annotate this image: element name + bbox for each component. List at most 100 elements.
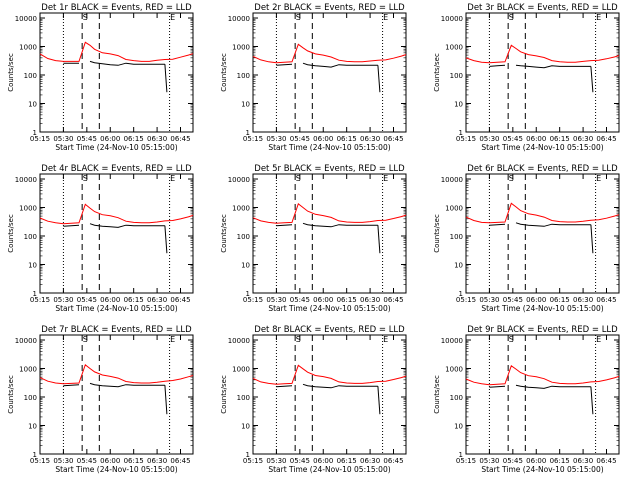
plot-frame xyxy=(465,173,620,294)
y-tick-label: 10 xyxy=(241,101,250,109)
y-tick-label: 100 xyxy=(450,394,463,402)
y-tick-label: 10 xyxy=(241,423,250,431)
y-tick-label: 100 xyxy=(450,72,463,80)
y-tick-label: 10000 xyxy=(228,176,250,184)
y-tick-label: 1000 xyxy=(19,366,37,374)
y-tick-label: 10000 xyxy=(228,15,250,23)
x-tick-label: 06:15 xyxy=(124,296,144,304)
x-tick-label: 06:45 xyxy=(383,457,403,465)
x-tick-label: 05:15 xyxy=(243,457,263,465)
x-tick-label: 06:15 xyxy=(337,296,357,304)
plot-frame xyxy=(465,334,620,455)
panel-det-6: Det 6r BLACK = Events, RED = LLD 1 10 100 10… xyxy=(433,164,620,313)
events-dropoff xyxy=(590,386,594,415)
y-axis-label: Counts/sec xyxy=(7,214,15,253)
plot-frame xyxy=(465,12,620,133)
lld-series-line xyxy=(252,43,407,64)
events-series-line xyxy=(489,64,591,69)
y-tick-label: 1000 xyxy=(232,366,250,374)
x-tick-label: 05:45 xyxy=(503,296,523,304)
x-tick-label: 06:30 xyxy=(360,457,380,465)
y-tick-label: 1000 xyxy=(232,44,250,52)
x-tick-label: 05:45 xyxy=(503,135,523,143)
x-tick-label: 05:30 xyxy=(266,457,286,465)
x-tick-label: 06:00 xyxy=(100,296,120,304)
events-dropoff xyxy=(164,225,168,254)
x-tick-label: 06:30 xyxy=(573,135,593,143)
x-tick-label: 06:30 xyxy=(573,296,593,304)
x-tick-label: 06:15 xyxy=(550,135,570,143)
y-tick-label: 1 xyxy=(246,451,250,459)
plot-frame xyxy=(252,12,407,133)
y-tick-label: 100 xyxy=(450,233,463,241)
events-dropoff xyxy=(164,64,168,93)
y-tick-label: 100 xyxy=(24,233,37,241)
y-axis-label: Counts/sec xyxy=(433,53,441,92)
x-tick-label: 06:15 xyxy=(550,457,570,465)
y-axis-label: Counts/sec xyxy=(7,53,15,92)
x-axis-label: Start Time (24-Nov-10 05:15:00) xyxy=(268,465,390,474)
x-tick-label: 05:30 xyxy=(479,135,499,143)
start-marker: S xyxy=(296,13,301,22)
y-tick-label: 1000 xyxy=(232,205,250,213)
x-axis-label: Start Time (24-Nov-10 05:15:00) xyxy=(481,143,603,152)
y-axis-label: Counts/sec xyxy=(433,375,441,414)
panel-title: Det 8r BLACK = Events, RED = LLD xyxy=(254,325,405,335)
end-marker: E xyxy=(383,13,388,22)
events-dropoff xyxy=(164,385,168,415)
panel-title: Det 4r BLACK = Events, RED = LLD xyxy=(41,164,192,174)
x-tick-label: 05:45 xyxy=(77,457,97,465)
x-tick-label: 05:45 xyxy=(503,457,523,465)
y-tick-label: 100 xyxy=(237,233,250,241)
x-tick-label: 05:45 xyxy=(77,135,97,143)
lld-series-line xyxy=(39,203,194,225)
x-tick-label: 06:00 xyxy=(313,296,333,304)
y-tick-label: 1000 xyxy=(445,205,463,213)
events-series-line xyxy=(63,382,165,388)
x-tick-label: 05:45 xyxy=(290,457,310,465)
panel-title: Det 6r BLACK = Events, RED = LLD xyxy=(467,164,618,174)
x-tick-label: 06:30 xyxy=(147,296,167,304)
start-marker: S xyxy=(509,174,514,183)
start-marker: S xyxy=(296,335,301,344)
events-series-line xyxy=(276,222,378,228)
x-tick-label: 06:30 xyxy=(147,135,167,143)
y-tick-label: 1 xyxy=(33,451,37,459)
lld-series-line xyxy=(465,44,620,64)
events-series-line xyxy=(489,222,591,227)
plot-frame xyxy=(39,173,194,294)
events-dropoff xyxy=(590,224,594,254)
events-series-line xyxy=(489,384,591,389)
start-marker: S xyxy=(296,174,301,183)
panel-det-7: Det 7r BLACK = Events, RED = LLD 1 10 100 10… xyxy=(7,325,194,474)
x-axis-label: Start Time (24-Nov-10 05:15:00) xyxy=(268,304,390,313)
y-tick-label: 10 xyxy=(454,262,463,270)
panel-det-8: Det 8r BLACK = Events, RED = LLD 1 10 100 10… xyxy=(220,325,407,474)
panel-title: Det 5r BLACK = Events, RED = LLD xyxy=(254,164,405,174)
x-tick-label: 06:30 xyxy=(147,457,167,465)
x-tick-label: 06:45 xyxy=(170,135,190,143)
end-marker: E xyxy=(383,174,388,183)
start-marker: S xyxy=(83,13,88,22)
y-tick-label: 10000 xyxy=(15,176,37,184)
x-tick-label: 05:30 xyxy=(479,457,499,465)
panel-title: Det 1r BLACK = Events, RED = LLD xyxy=(41,3,192,13)
y-tick-label: 10000 xyxy=(441,337,463,345)
y-tick-label: 10 xyxy=(454,101,463,109)
x-tick-label: 05:30 xyxy=(479,296,499,304)
events-dropoff xyxy=(377,65,381,93)
x-tick-label: 05:15 xyxy=(243,135,263,143)
x-tick-label: 05:30 xyxy=(266,135,286,143)
x-tick-label: 06:45 xyxy=(170,457,190,465)
lld-series-line xyxy=(465,365,620,386)
x-tick-label: 06:30 xyxy=(360,135,380,143)
y-tick-label: 10000 xyxy=(441,15,463,23)
lld-series-line xyxy=(252,364,407,385)
x-tick-label: 05:15 xyxy=(456,457,476,465)
y-tick-label: 10000 xyxy=(441,176,463,184)
y-axis-label: Counts/sec xyxy=(220,375,228,414)
x-axis-label: Start Time (24-Nov-10 05:15:00) xyxy=(55,304,177,313)
x-tick-label: 06:00 xyxy=(526,135,546,143)
